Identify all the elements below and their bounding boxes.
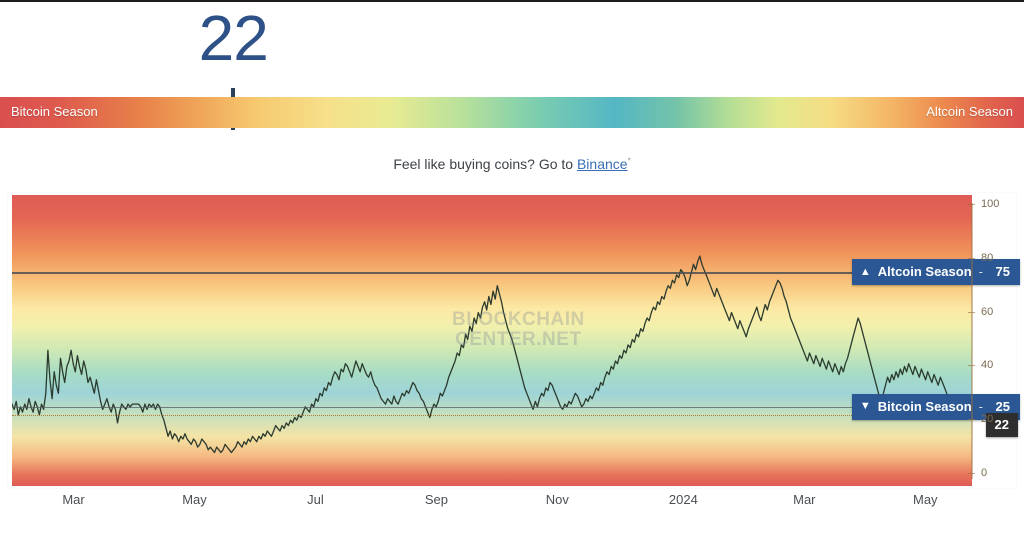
y-tick-100: 100 xyxy=(968,198,1024,212)
y-tick-80: 80 xyxy=(968,252,1024,266)
y-tick-label: 20 xyxy=(981,413,994,426)
altcoin-season-bar-label: Altcoin Season xyxy=(926,104,1013,119)
index-line-series xyxy=(12,255,972,454)
y-tick-60: 60 xyxy=(968,306,1024,320)
y-tick-mark xyxy=(968,365,975,367)
bitcoin-threshold-value: 25 xyxy=(995,398,1010,414)
y-tick-mark xyxy=(968,419,975,421)
bitcoin-threshold-label: Bitcoin Season xyxy=(877,398,972,414)
current-value-line xyxy=(12,414,976,416)
triangle-up-icon: ▲ xyxy=(859,265,871,278)
binance-link[interactable]: Binance xyxy=(576,156,628,172)
y-tick-label: 80 xyxy=(981,251,994,264)
altcoin-threshold-label: Altcoin Season xyxy=(877,264,972,280)
y-tick-0: 0 xyxy=(968,467,1024,481)
altcoin-threshold-value: 75 xyxy=(995,264,1010,280)
y-tick-40: 40 xyxy=(968,359,1024,373)
chart-plot-area xyxy=(12,195,972,486)
x-tick-label-2024: 2024 xyxy=(668,492,698,507)
triangle-down-icon: ▼ xyxy=(859,400,871,413)
altcoin-threshold-line xyxy=(12,272,976,275)
bottom-border xyxy=(0,528,1024,534)
season-gradient-bar xyxy=(0,97,1024,128)
altcoin-threshold-separator: - xyxy=(978,264,983,280)
index-history-chart xyxy=(8,193,1016,488)
x-tick-label-nov: Nov xyxy=(545,492,569,507)
y-tick-mark xyxy=(968,473,975,474)
index-header: 22 xyxy=(0,0,1024,130)
x-tick-label-jul: Jul xyxy=(307,492,324,507)
promo-asterisk: * xyxy=(627,156,631,166)
y-tick-mark xyxy=(968,311,975,313)
x-axis: Mar May Jul Sep Nov 2024 Mar May xyxy=(8,492,1016,522)
y-tick-20: 20 xyxy=(968,413,1024,427)
x-tick-label-mar: Mar xyxy=(62,492,85,507)
y-tick-mark xyxy=(968,204,975,205)
x-tick-label-may: May xyxy=(912,492,938,507)
promo-text: Feel like buying coins? Go to Binance* xyxy=(0,156,1024,172)
promo-text-before: Feel like buying coins? Go to xyxy=(393,156,577,172)
current-value-badge: 22 xyxy=(985,412,1018,437)
chart-plot-inner xyxy=(12,195,972,486)
altcoin-season-threshold-pill[interactable]: ▲ Altcoin Season - 75 xyxy=(851,259,1020,286)
top-border xyxy=(0,0,1024,2)
y-axis-spine xyxy=(971,203,973,479)
x-tick-label-may: May xyxy=(182,492,207,507)
x-tick-label-sep: Sep xyxy=(424,492,448,507)
y-tick-mark xyxy=(968,257,975,259)
y-tick-label: 100 xyxy=(981,198,1000,210)
y-tick-label: 40 xyxy=(981,359,994,372)
bitcoin-threshold-separator: - xyxy=(978,398,983,414)
y-axis: 0 20 40 60 80 100 xyxy=(968,195,1024,486)
index-value: 22 xyxy=(198,2,269,74)
y-tick-label: 0 xyxy=(981,467,988,479)
x-tick-label-mar: Mar xyxy=(793,492,816,507)
bitcoin-threshold-line xyxy=(12,406,976,408)
bitcoin-season-bar-label: Bitcoin Season xyxy=(11,104,98,119)
y-tick-label: 60 xyxy=(981,305,994,318)
